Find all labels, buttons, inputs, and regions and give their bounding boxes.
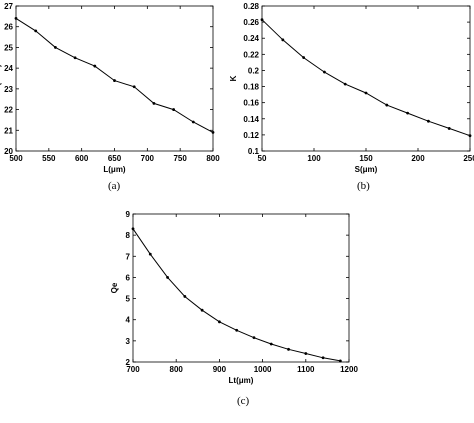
chart3-y-tick-label: 6 (126, 273, 131, 282)
chart1-data-point (34, 29, 38, 33)
chart2-y-tick-label: 0.24 (243, 34, 259, 43)
chart2-y-tick-label: 0.2 (248, 66, 260, 75)
chart3-series-line (132, 228, 341, 362)
chart2-data-point (343, 82, 347, 86)
chart2-data-point (281, 38, 285, 42)
chart1-y-tick-label: 23 (4, 85, 13, 94)
chart3-data-point (235, 328, 239, 332)
chart2-y-tick-label: 0.14 (243, 115, 259, 124)
chart1-y-tick-label: 27 (4, 2, 13, 11)
chart3-data-point (252, 336, 256, 340)
chart2-x-tick-label: 200 (411, 154, 425, 163)
chart2-data-point (302, 56, 305, 59)
chart1-x-tick-label: 600 (75, 154, 89, 163)
chart1-x-tick-label: 550 (42, 154, 56, 163)
caption-a: (a) (108, 180, 121, 192)
chart3-data-point (304, 352, 308, 355)
chart1-x-tick-label: 750 (173, 154, 187, 163)
chart2-y-tick-label: 0.1 (248, 147, 260, 156)
chart3-x-tick-label: 1000 (254, 365, 272, 374)
chart2-axes-box (261, 5, 471, 152)
chart2-x-tick-label: 150 (359, 154, 373, 163)
chart3-data-point (183, 295, 187, 298)
chart1-y-tick-label: 24 (4, 64, 13, 73)
chart2-x-axis-label: S(μm) (355, 165, 378, 174)
chart1-data-point (152, 101, 156, 105)
chart2-data-point (385, 103, 389, 107)
chart2-data-point (427, 119, 430, 123)
chart1-data-point (54, 46, 57, 49)
chart3-x-axis-label: Lt(μm) (229, 376, 254, 385)
chart1-data-point (73, 56, 77, 60)
chart1-axes-box (15, 5, 214, 152)
chart3-data-point (321, 356, 325, 360)
chart3-y-tick-label: 5 (126, 295, 131, 304)
chart1-x-tick-label: 800 (206, 154, 220, 163)
chart3-data-point (218, 320, 221, 324)
caption-c: (c) (237, 395, 250, 407)
chart3-y-tick-label: 8 (126, 231, 131, 240)
chart1-x-axis-label: L(μm) (103, 165, 126, 174)
chart2-y-tick-label: 0.22 (243, 50, 259, 59)
chart2-y-tick-label: 0.28 (243, 2, 259, 11)
chart1-x-tick-label: 650 (108, 154, 122, 163)
chart1-y-tick-label: 21 (4, 126, 13, 135)
chart3-x-tick-label: 1100 (297, 365, 315, 374)
chart2-y-tick-label: 0.26 (243, 18, 259, 27)
chart3-y-axis-label: Qe (110, 282, 119, 293)
chart1-data-point (14, 17, 18, 20)
chart1-data-point (132, 85, 136, 89)
chart2-data-point (468, 134, 472, 138)
chart2-y-axis-label: K (229, 75, 238, 81)
chart1-x-tick-label: 500 (9, 154, 23, 163)
chart1-y-axis-label: f0(GHz) (0, 64, 2, 93)
chart3-axes-box (132, 213, 350, 363)
chart3-data-point (166, 276, 169, 279)
chart3-y-tick-label: 4 (126, 316, 131, 325)
chart1-y-tick-label: 26 (4, 23, 13, 32)
chart3-data-point (148, 252, 152, 256)
chart1-y-tick-label: 25 (4, 43, 13, 52)
chart3-y-tick-label: 2 (126, 358, 131, 367)
chart2-series-line (261, 19, 471, 137)
chart3-data-point (338, 359, 342, 363)
chart2-x-tick-label: 50 (258, 154, 267, 163)
chart3-x-tick-label: 800 (170, 365, 184, 374)
chart2-data-point (447, 127, 451, 130)
chart1-data-point (211, 130, 215, 134)
chart3-y-tick-label: 3 (126, 337, 131, 346)
chart2-y-tick-label: 0.18 (243, 83, 259, 92)
chart3-y-tick-label: 9 (126, 210, 131, 219)
chart2-x-tick-label: 250 (463, 154, 474, 163)
chart3-x-tick-label: 1200 (340, 365, 358, 374)
chart2-data-point (364, 91, 368, 95)
chart2-y-tick-label: 0.16 (243, 99, 259, 108)
chart1-data-point (113, 79, 116, 82)
chart3-x-tick-label: 700 (126, 365, 140, 374)
chart3-data-point (287, 347, 290, 351)
chart1-series-line (15, 17, 214, 133)
chart1-data-point (172, 108, 176, 111)
chart1-y-tick-label: 20 (4, 147, 13, 156)
chart3-y-tick-label: 7 (126, 252, 131, 261)
chart2-data-point (260, 18, 264, 22)
chart2-x-tick-label: 100 (307, 154, 321, 163)
chart2-data-point (323, 70, 326, 74)
chart2-y-tick-label: 0.12 (243, 131, 259, 140)
chart2-data-point (406, 111, 409, 115)
chart3-x-tick-label: 900 (213, 365, 227, 374)
chart1-data-point (191, 120, 195, 124)
chart3-data-point (269, 342, 273, 346)
caption-b: (b) (357, 180, 370, 192)
chart1-x-tick-label: 700 (141, 154, 155, 163)
chart3-data-point (200, 308, 204, 312)
chart1-y-tick-label: 22 (4, 106, 13, 115)
chart3-data-point (131, 227, 135, 231)
chart1-data-point (93, 64, 97, 68)
